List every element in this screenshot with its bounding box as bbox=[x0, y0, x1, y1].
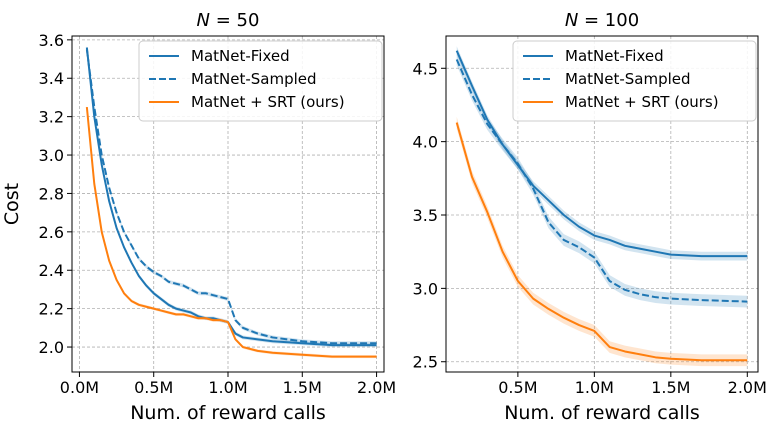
y-tick-label: 2.5 bbox=[413, 353, 438, 372]
y-tick-label: 2.0 bbox=[39, 338, 64, 357]
legend-box bbox=[512, 40, 757, 122]
legend-box bbox=[138, 40, 383, 122]
axes-frame bbox=[445, 35, 759, 373]
legend-label-3: MatNet + SRT (ours) bbox=[565, 93, 719, 111]
chart-title-variable: N bbox=[197, 10, 210, 31]
legend-label-3: MatNet + SRT (ours) bbox=[191, 93, 345, 111]
legend: MatNet-Fixed MatNet-Sampled MatNet + SRT (… bbox=[512, 40, 757, 122]
x-tick-label: 1.5M bbox=[651, 378, 690, 397]
chart-title-value: = 50 bbox=[210, 10, 259, 31]
x-axis-label: Num. of reward calls bbox=[504, 402, 700, 424]
series-line-1 bbox=[85, 47, 377, 347]
series-line-3 bbox=[85, 106, 377, 358]
x-tick-label: 1.5M bbox=[283, 378, 322, 397]
series-group bbox=[455, 46, 748, 367]
chart-title-variable: N bbox=[565, 10, 578, 31]
y-tick-label: 3.4 bbox=[39, 69, 64, 88]
y-tick-label: 4.5 bbox=[413, 59, 438, 78]
y-tick-label: 3.0 bbox=[39, 146, 64, 165]
y-tick-label: 2.8 bbox=[39, 184, 64, 203]
x-tick-label: 0.0M bbox=[60, 378, 99, 397]
y-tick-label: 3.5 bbox=[413, 206, 438, 225]
y-axis-label: Cost bbox=[1, 183, 23, 225]
x-tick-label: 2.0M bbox=[357, 378, 396, 397]
chart-title-value: = 100 bbox=[578, 10, 639, 31]
legend-label-1: MatNet-Fixed bbox=[191, 47, 290, 65]
y-tick-label: 2.4 bbox=[39, 261, 64, 280]
y-tick-label: 3.0 bbox=[413, 279, 438, 298]
chart-title: N = 100 bbox=[565, 10, 639, 31]
y-tick-label: 4.0 bbox=[413, 133, 438, 152]
legend-label-2: MatNet-Sampled bbox=[565, 70, 691, 88]
series-line-2 bbox=[85, 49, 377, 345]
y-tick-label: 3.2 bbox=[39, 108, 64, 127]
chart-title: N = 50 bbox=[197, 10, 260, 31]
x-axis-label: Num. of reward calls bbox=[130, 402, 326, 424]
x-tick-label: 2.0M bbox=[728, 378, 767, 397]
x-tick-label: 0.5M bbox=[134, 378, 173, 397]
x-tick-label: 1.0M bbox=[575, 378, 614, 397]
series-group bbox=[85, 45, 377, 359]
legend-label-1: MatNet-Fixed bbox=[565, 47, 664, 65]
legend-label-2: MatNet-Sampled bbox=[191, 70, 317, 88]
x-tick-label: 1.0M bbox=[208, 378, 247, 397]
y-tick-label: 2.2 bbox=[39, 300, 64, 319]
series-line-3 bbox=[455, 122, 748, 362]
series-line-1 bbox=[455, 50, 748, 258]
y-tick-label: 3.6 bbox=[39, 31, 64, 50]
chart-panel-2: 0.5M 1.0M 1.5M 2.0M 2.5 3.0 3.5 4.0 4.5 N = 100 Nu… bbox=[413, 10, 767, 424]
legend: MatNet-Fixed MatNet-Sampled MatNet + SRT (… bbox=[138, 40, 383, 122]
y-tick-label: 2.6 bbox=[39, 223, 64, 242]
chart-panel-1: 0.0M 0.5M 1.0M 1.5M 2.0M 2.0 2.2 2.4 2.6 2.8 3.0 3.… bbox=[1, 10, 396, 424]
x-tick-label: 0.5M bbox=[498, 378, 537, 397]
